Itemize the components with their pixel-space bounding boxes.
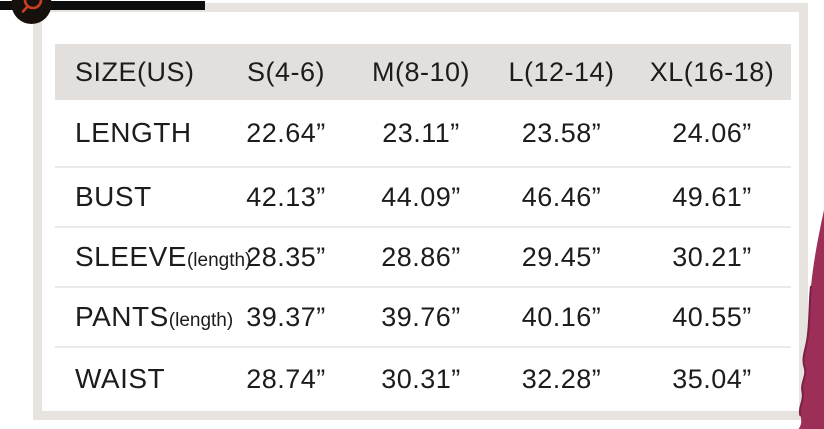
row-label: BUST: [55, 167, 220, 227]
table-row: WAIST 28.74” 30.31” 32.28” 35.04”: [55, 347, 791, 410]
top-black-bar: [0, 1, 205, 10]
row-label-text: LENGTH: [75, 117, 192, 148]
header-row: SIZE(US) S(4-6) M(8-10) L(12-14) XL(16-18): [55, 44, 791, 100]
measurement-cell: 40.16”: [521, 301, 602, 332]
measurement-cell: 30.21”: [672, 241, 752, 272]
column-header: S(4-6): [220, 44, 352, 100]
row-label: LENGTH: [55, 100, 220, 167]
row-label: WAIST: [55, 347, 220, 410]
size-chart-card: SIZE(US) S(4-6) M(8-10) L(12-14) XL(16-18) L…: [33, 3, 808, 420]
table-row: PANTS(length) 39.37” 39.76” 40.16” 40.55”: [55, 287, 791, 347]
measurement-cell: 44.09”: [381, 181, 461, 212]
column-header: M(8-10): [352, 44, 490, 100]
table-row: BUST 42.13” 44.09” 46.46” 49.61”: [55, 167, 791, 227]
measurement-cell: 28.86”: [381, 241, 461, 272]
measurement-cell: 23.58”: [521, 117, 602, 148]
row-label-text: BUST: [75, 181, 152, 212]
measurement-cell: 24.06”: [672, 117, 752, 148]
row-label-text: WAIST: [75, 363, 166, 394]
table-body: LENGTH 22.64” 23.11” 23.58” 24.06” BUST 42.13”…: [55, 100, 791, 410]
table-row: LENGTH 22.64” 23.11” 23.58” 24.06”: [55, 100, 791, 167]
row-sublabel-text: (length): [168, 310, 234, 331]
measurement-cell: 35.04”: [672, 363, 752, 394]
measurement-cell: 39.37”: [246, 301, 326, 332]
measurement-cell: 42.13”: [246, 181, 326, 212]
measurement-cell: 28.35”: [246, 241, 326, 272]
measurement-cell: 30.31”: [381, 363, 461, 394]
measurement-cell: 40.55”: [672, 301, 752, 332]
column-header: L(12-14): [490, 44, 633, 100]
measurement-cell: 29.45”: [521, 241, 602, 272]
row-label-text: PANTS: [75, 301, 169, 332]
zoom-icon[interactable]: [11, 0, 52, 26]
measurement-cell: 22.64”: [246, 117, 326, 148]
measurement-cell: 39.76”: [381, 301, 461, 332]
product-fabric-image: [798, 210, 824, 429]
column-header: XL(16-18): [633, 44, 791, 100]
table-row: SLEEVE(length) 28.35” 28.86” 29.45” 30.21”: [55, 227, 791, 287]
size-column-header: SIZE(US): [55, 44, 220, 100]
row-sublabel-text: (length): [186, 250, 252, 271]
size-chart-table: SIZE(US) S(4-6) M(8-10) L(12-14) XL(16-18) L…: [55, 44, 791, 410]
measurement-cell: 32.28”: [521, 363, 602, 394]
measurement-cell: 46.46”: [521, 181, 602, 212]
measurement-cell: 49.61”: [672, 181, 752, 212]
row-label: SLEEVE(length): [55, 227, 251, 287]
measurement-cell: 28.74”: [246, 363, 326, 394]
measurement-cell: 23.11”: [382, 117, 460, 148]
row-label-text: SLEEVE: [75, 241, 187, 272]
row-label: PANTS(length): [55, 287, 233, 347]
